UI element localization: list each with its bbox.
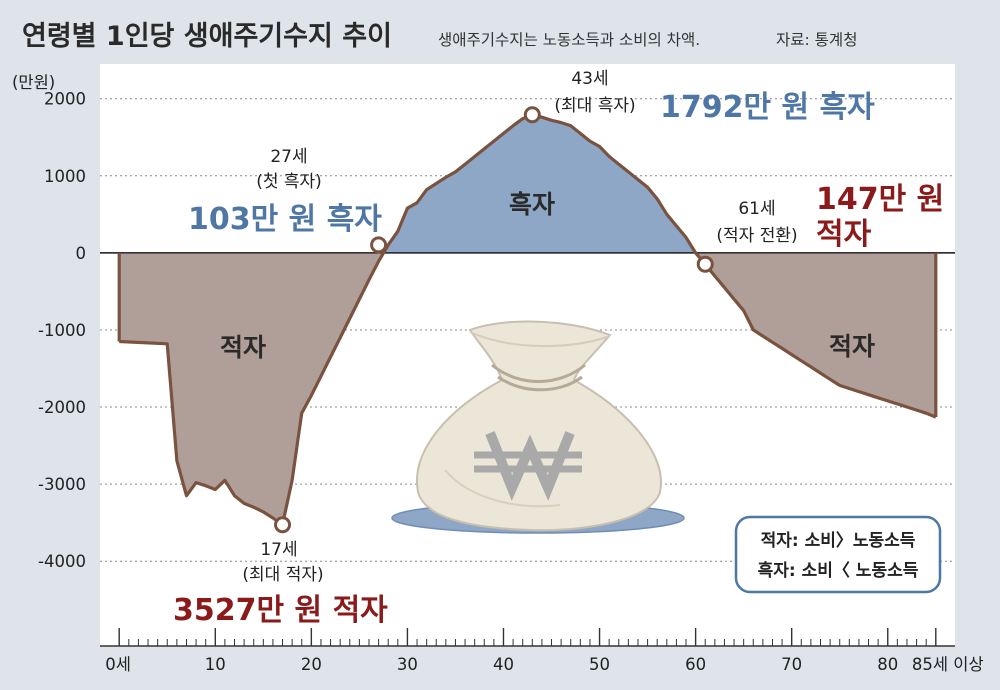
marker-1 [370,236,388,254]
annotation-27-value: 103만 원 흑자 [188,202,382,237]
y-axis-labels: 2000 1000 0 -1000 -2000 -3000 -4000 [38,90,86,572]
surplus-area [383,114,696,253]
legend-deficit: 적자: 소비〉노동소득 [761,530,916,551]
x-tick-label-1: 10 [205,655,226,674]
marker-0 [274,516,292,534]
x-tick-label-3: 30 [397,655,418,674]
x-tick-label-0: 0세 [105,655,131,674]
region-label-deficit-right: 적자 [829,332,875,361]
areas [100,113,955,527]
chart-title: 연령별 1인당 생애주기수지 추이 [22,21,392,52]
chart-source: 자료: 통계청 [776,31,857,49]
annotation-17-value: 3527만 원 적자 [173,593,388,628]
legend-box [734,515,942,594]
region-label-deficit-left: 적자 [220,333,266,362]
annotation-43-value: 1792만 원 흑자 [660,90,875,125]
annotation-61-value-1: 147만 원 [816,182,944,217]
annotation-43-desc: (최대 흑자) [554,96,635,116]
x-tick-label-4: 40 [493,655,514,674]
y-tick-label-0: 2000 [44,90,86,109]
annotation-61-value-2: 적자 [816,217,872,252]
annotation-17-age: 17세 [260,540,297,560]
annotation-17-desc: (최대 적자) [242,565,323,585]
annotation-61-desc: (적자 전환) [716,226,797,246]
won-sign-icon [474,431,582,501]
deficit-area [119,252,936,525]
y-tick-label-2: 0 [76,244,87,263]
annotation-61-age: 61세 [738,199,775,219]
region-label-surplus: 흑자 [509,190,555,219]
y-tick-label-5: -3000 [38,475,86,494]
annotation-43-age: 43세 [571,69,608,89]
annotation-27-desc: (첫 흑자) [256,172,322,192]
y-tick-label-1: 1000 [44,167,86,186]
x-tick-label-9: 85세 이상 [912,655,984,674]
money-bag-icon [391,320,685,534]
chart-subtitle: 생애주기수지는 노동소득과 소비의 차액. [438,31,700,49]
x-axis: 0세 10 20 30 40 50 60 70 80 85세 이상 [100,628,984,674]
y-tick-label-3: -1000 [38,321,86,340]
x-tick-label-6: 60 [685,655,706,674]
marker-3 [696,255,714,273]
legend-surplus: 흑자: 소비〈 노동소득 [758,560,919,581]
y-tick-label-4: -2000 [38,398,86,417]
legend: 적자: 소비〉노동소득 흑자: 소비〈 노동소득 [734,515,942,594]
annotation-27-age: 27세 [270,147,307,167]
marker-2 [523,106,541,124]
markers [274,106,714,534]
y-tick-label-6: -4000 [38,552,86,571]
series-outline [119,113,937,527]
x-tick-label-5: 50 [589,655,610,674]
x-tick-label-2: 20 [301,655,322,674]
x-tick-label-7: 70 [781,655,802,674]
y-axis-unit-label: (만원) [12,73,55,92]
x-tick-label-8: 80 [877,655,898,674]
